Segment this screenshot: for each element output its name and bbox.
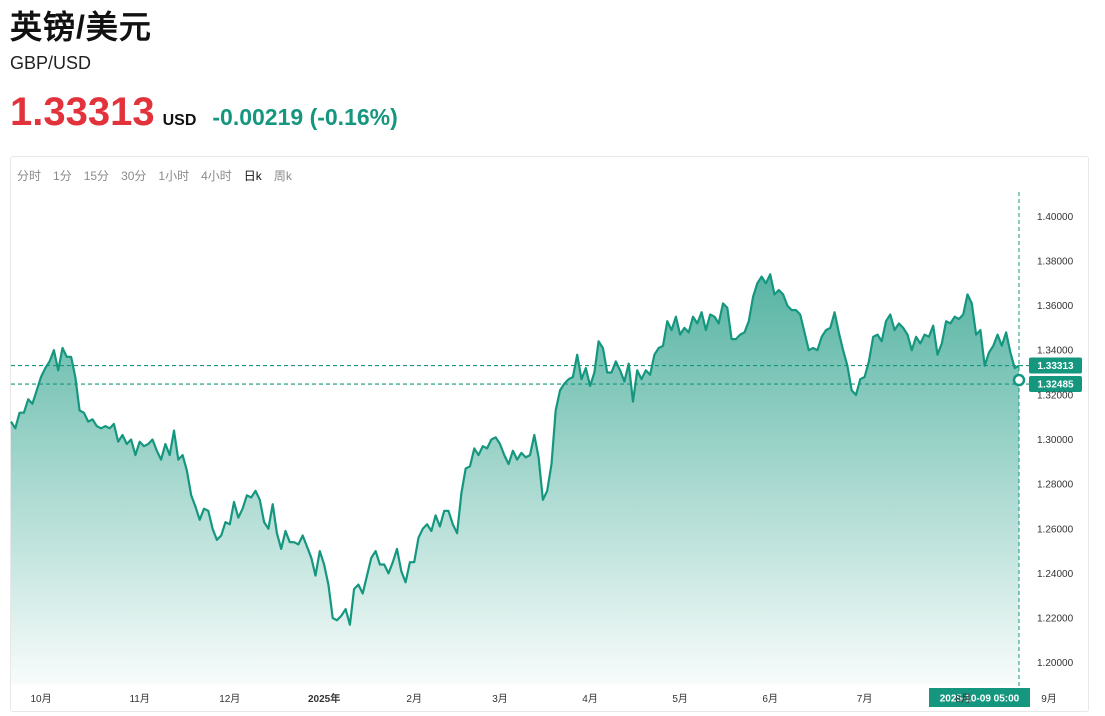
crosshair-date-tag	[929, 688, 1030, 707]
crosshair-date-text: 2025-10-09 05:00	[940, 694, 1020, 705]
current-price-tag	[1029, 357, 1082, 374]
x-tick-label: 6月	[762, 693, 778, 705]
tab-1min[interactable]: 1分	[53, 169, 72, 183]
tab-daily[interactable]: 日k	[243, 169, 262, 183]
y-tick-label: 1.32000	[1037, 390, 1074, 401]
x-tick-label: 10月	[30, 693, 51, 705]
price-area	[11, 274, 1019, 685]
y-tick-label: 1.40000	[1037, 212, 1074, 223]
y-tick-label: 1.22000	[1037, 614, 1074, 625]
timeframe-tabs: 分时 1分 15分 30分 1小时 4小时 日k 周k	[17, 167, 304, 184]
quote-row: 1.33313 USD -0.00219 (-0.16%)	[10, 90, 398, 135]
x-tick-label: 5月	[672, 693, 688, 705]
reference-price-tag	[1029, 376, 1082, 393]
y-tick-label: 1.20000	[1037, 658, 1074, 669]
tab-1hour[interactable]: 1小时	[158, 169, 190, 183]
symbol-subtitle: GBP/USD	[10, 53, 92, 73]
tab-weekly[interactable]: 周k	[273, 169, 292, 183]
last-price: 1.33313	[10, 90, 155, 134]
x-tick-label: 12月	[219, 693, 240, 705]
page-title: 英镑/美元	[10, 9, 152, 45]
y-tick-label: 1.30000	[1037, 435, 1074, 446]
chart-panel	[10, 156, 1089, 712]
price-line	[10, 273, 1020, 626]
x-tick-label: 3月	[492, 693, 508, 705]
x-tick-label: 8月	[955, 693, 971, 705]
tab-30min[interactable]: 30分	[121, 169, 147, 183]
current-price-tag-text: 1.33313	[1037, 361, 1074, 372]
y-tick-label: 1.38000	[1037, 256, 1074, 267]
tab-15min[interactable]: 15分	[83, 169, 110, 183]
reference-price-tag-text: 1.32485	[1037, 380, 1074, 391]
tab-4hour[interactable]: 4小时	[201, 169, 232, 183]
x-tick-label: 2月	[406, 693, 422, 705]
crosshair-dot	[1012, 373, 1026, 387]
x-tick-label: 7月	[857, 693, 873, 705]
x-tick-label: 9月	[1041, 693, 1057, 705]
tab-timeshare[interactable]: 分时	[17, 169, 42, 183]
y-tick-label: 1.26000	[1037, 524, 1074, 535]
x-tick-label: 2025年	[308, 692, 340, 705]
y-tick-label: 1.24000	[1037, 569, 1074, 580]
price-change: -0.00219 (-0.16%)	[212, 104, 398, 130]
y-tick-label: 1.28000	[1037, 480, 1074, 491]
y-tick-label: 1.34000	[1037, 346, 1074, 357]
y-tick-label: 1.36000	[1037, 301, 1074, 312]
x-tick-label: 11月	[129, 693, 149, 705]
x-tick-label: 4月	[582, 693, 598, 705]
price-currency: USD	[162, 112, 197, 129]
